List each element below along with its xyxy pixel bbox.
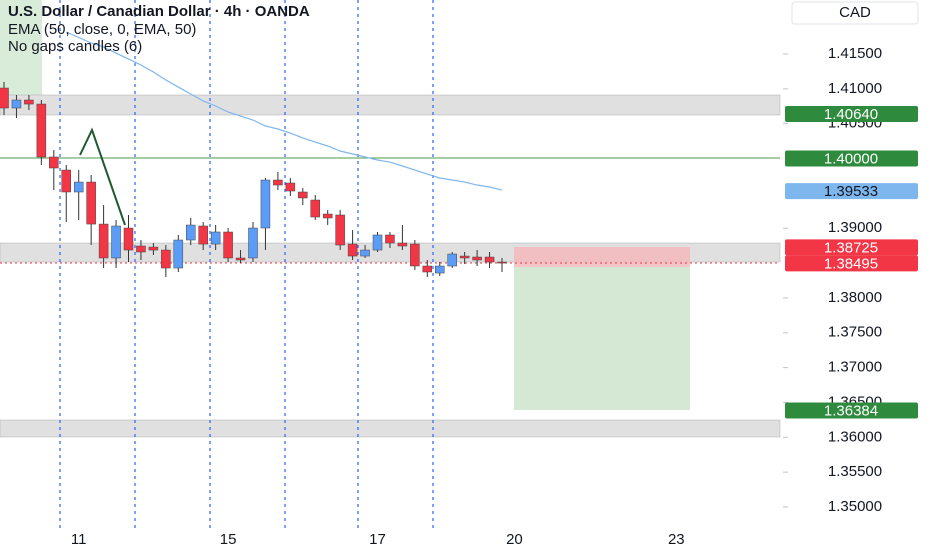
candle-body [210, 231, 221, 245]
candle-body [484, 256, 495, 263]
candle-body [322, 213, 333, 219]
candle-body [360, 249, 370, 257]
y-tick-label: 1.35500 [828, 463, 882, 480]
y-tick-label: 1.37500 [828, 324, 882, 341]
y-tick-label: 1.41000 [828, 80, 882, 97]
candle-body [385, 234, 395, 244]
candle-body [111, 225, 121, 259]
highlight-box [0, 0, 42, 95]
candle-body [123, 227, 134, 251]
target-zone [514, 267, 690, 410]
indicator-label: EMA (50, close, 0, EMA, 50) [8, 21, 196, 38]
candle-body [73, 181, 84, 193]
price-tag-label: 1.40000 [824, 151, 878, 168]
candle-body [497, 261, 507, 264]
chart-title: U.S. Dollar / Canadian Dollar · 4h · OAN… [8, 3, 310, 20]
ema-line [66, 31, 503, 191]
candle-body [260, 179, 271, 229]
x-tick-label: 23 [668, 531, 685, 548]
x-tick-label: 20 [506, 531, 523, 548]
candle-body [235, 257, 246, 261]
candle-body [397, 242, 408, 247]
candle-body [372, 234, 383, 251]
price-tag [785, 239, 918, 256]
candle-body [435, 265, 445, 274]
candle-body [11, 99, 22, 109]
candle-body [24, 99, 34, 105]
candle-body [61, 169, 71, 193]
candle-body [447, 253, 457, 267]
candle-body [173, 239, 184, 269]
candle-body [186, 224, 196, 241]
drawings [0, 0, 781, 530]
candle-body [0, 87, 9, 109]
candle-body [410, 243, 420, 267]
price-tag [785, 105, 918, 122]
candle-body [472, 256, 482, 261]
price-tag-label: 1.40640 [824, 106, 878, 123]
candle-body [273, 179, 283, 186]
price-tag-label: 1.38495 [824, 255, 878, 272]
candle-body [161, 249, 171, 269]
price-tag-label: 1.38725 [824, 239, 878, 256]
zone [0, 419, 781, 438]
y-tick-label: 1.37000 [828, 359, 882, 376]
x-tick-label: 17 [369, 531, 386, 548]
candle-body [422, 265, 433, 273]
price-tag [785, 255, 918, 272]
candle-body [310, 199, 320, 218]
candle-body [223, 231, 233, 259]
y-tick-label: 1.36000 [828, 428, 882, 445]
price-tag [785, 150, 918, 167]
candle-body [98, 223, 109, 259]
plot [0, 31, 788, 508]
x-tick-label: 15 [220, 531, 237, 548]
price-tag-label: 1.39533 [824, 183, 878, 200]
candle-body [248, 227, 258, 259]
y-tick-label: 1.35000 [828, 498, 882, 515]
candle-body [335, 214, 345, 246]
x-tick-label: 11 [71, 531, 87, 548]
trend-line [79, 127, 126, 226]
y-tick-label: 1.38000 [828, 289, 882, 306]
currency-label[interactable]: CAD [839, 4, 871, 21]
candle-body [198, 225, 208, 245]
currency-box[interactable] [791, 1, 919, 25]
candle-body [285, 182, 296, 192]
candle-body [36, 103, 47, 158]
price-tag [785, 402, 918, 419]
y-tick-label: 1.39000 [828, 219, 882, 236]
candle-body [148, 246, 159, 251]
candle-body [86, 181, 96, 225]
stop-zone [514, 247, 690, 267]
candle-body [298, 191, 308, 199]
candle-body [459, 255, 470, 259]
candle-body [347, 243, 358, 257]
chart-subtitle: No gaps candles (6) [8, 38, 142, 55]
price-tag-label: 1.36384 [824, 403, 878, 420]
candle-body [49, 156, 59, 169]
price-tag [785, 183, 918, 200]
y-tick-label: 1.41500 [828, 45, 882, 62]
candle-body [136, 245, 146, 253]
zone [0, 94, 781, 116]
